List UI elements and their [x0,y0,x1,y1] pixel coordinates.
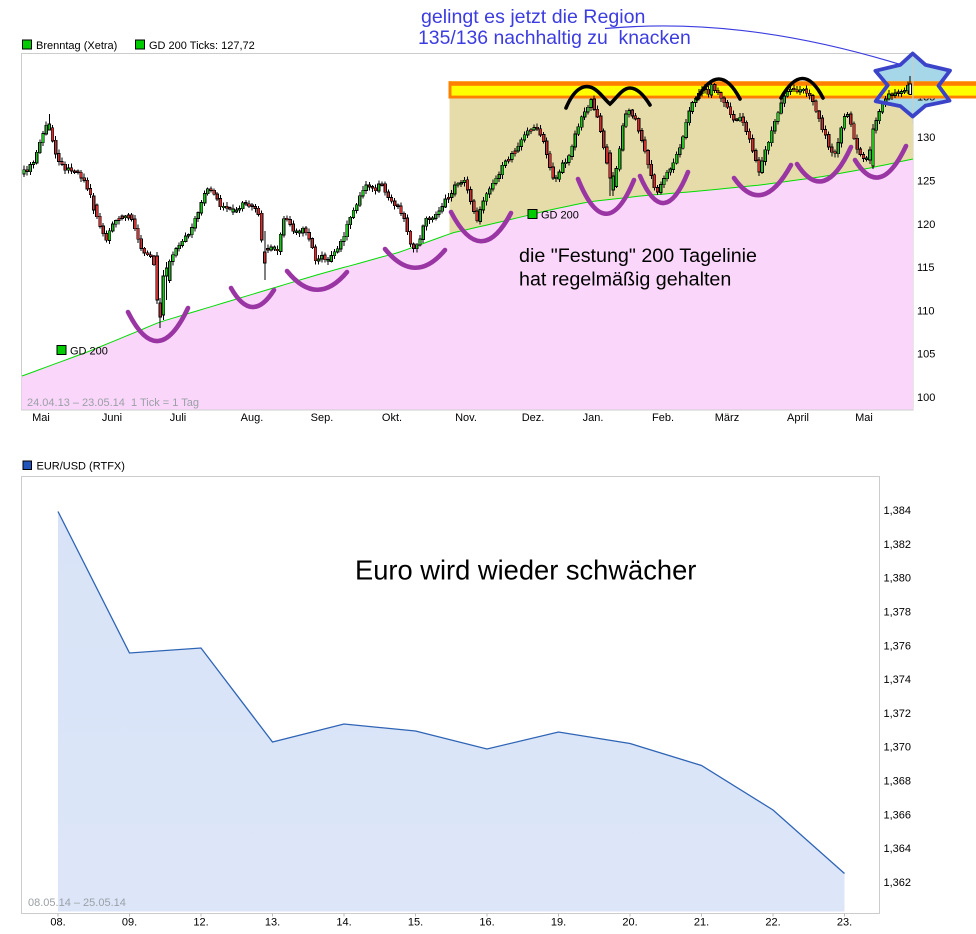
svg-text:08.: 08. [50,917,65,929]
svg-text:Feb.: Feb. [652,412,674,424]
svg-text:Dez.: Dez. [522,412,545,424]
svg-text:19.: 19. [551,917,566,929]
svg-text:Sep.: Sep. [311,412,334,424]
svg-text:1,362: 1,362 [884,877,912,889]
svg-text:13.: 13. [265,917,280,929]
svg-text:1,378: 1,378 [884,607,912,619]
svg-text:1,376: 1,376 [884,640,912,652]
svg-text:gelingt es jetzt die Region: gelingt es jetzt die Region [421,6,645,28]
svg-text:Jan.: Jan. [583,412,604,424]
svg-text:Okt.: Okt. [382,412,402,424]
svg-text:EUR/USD (RTFX): EUR/USD (RTFX) [37,461,125,473]
svg-text:23.: 23. [837,917,852,929]
svg-text:08.05.14 – 25.05.14: 08.05.14 – 25.05.14 [28,897,126,909]
svg-text:Euro wird wieder schwächer: Euro wird wieder schwächer [355,555,696,586]
svg-text:16.: 16. [479,917,494,929]
svg-text:100: 100 [917,392,935,404]
svg-text:die "Festung" 200 Tagelinie: die "Festung" 200 Tagelinie [519,245,757,267]
svg-text:20.: 20. [622,917,637,929]
svg-text:GD 200: GD 200 [70,346,108,358]
svg-text:1,370: 1,370 [884,742,912,754]
svg-text:120: 120 [917,219,935,231]
svg-text:GD 200 Ticks: 127,72: GD 200 Ticks: 127,72 [149,40,255,52]
svg-text:Juli: Juli [170,412,187,424]
svg-text:April: April [787,412,809,424]
svg-text:1,368: 1,368 [884,776,912,788]
svg-text:130: 130 [917,132,935,144]
svg-text:125: 125 [917,176,935,188]
svg-text:hat regelmäßig gehalten: hat regelmäßig gehalten [519,269,731,291]
svg-text:1,372: 1,372 [884,708,912,720]
svg-text:115: 115 [917,262,935,274]
svg-text:1,366: 1,366 [884,809,912,821]
svg-text:März: März [715,412,739,424]
svg-text:105: 105 [917,349,935,361]
svg-text:Nov.: Nov. [455,412,477,424]
svg-text:110: 110 [917,305,935,317]
svg-text:22.: 22. [765,917,780,929]
svg-text:1,384: 1,384 [884,505,912,517]
svg-text:1,374: 1,374 [884,674,912,686]
svg-text:1,380: 1,380 [884,573,912,585]
svg-text:1,364: 1,364 [884,843,912,855]
svg-text:09.: 09. [122,917,137,929]
svg-text:21.: 21. [694,917,709,929]
svg-text:14.: 14. [336,917,351,929]
svg-text:135/136 nachhaltig zu knacken: 135/136 nachhaltig zu knacken [418,27,691,49]
svg-text:Brenntag (Xetra): Brenntag (Xetra) [36,40,117,52]
svg-text:Juni: Juni [102,412,122,424]
svg-text:1,382: 1,382 [884,539,912,551]
svg-text:Mai: Mai [855,412,873,424]
svg-text:Mai: Mai [32,412,50,424]
svg-text:24.04.13 – 23.05.14 1 Tick =: 24.04.13 – 23.05.14 1 Tick = 1 Tag [27,397,199,409]
svg-text:12.: 12. [193,917,208,929]
svg-text:GD 200: GD 200 [541,210,579,222]
svg-text:Aug.: Aug. [241,412,264,424]
svg-text:15.: 15. [408,917,423,929]
